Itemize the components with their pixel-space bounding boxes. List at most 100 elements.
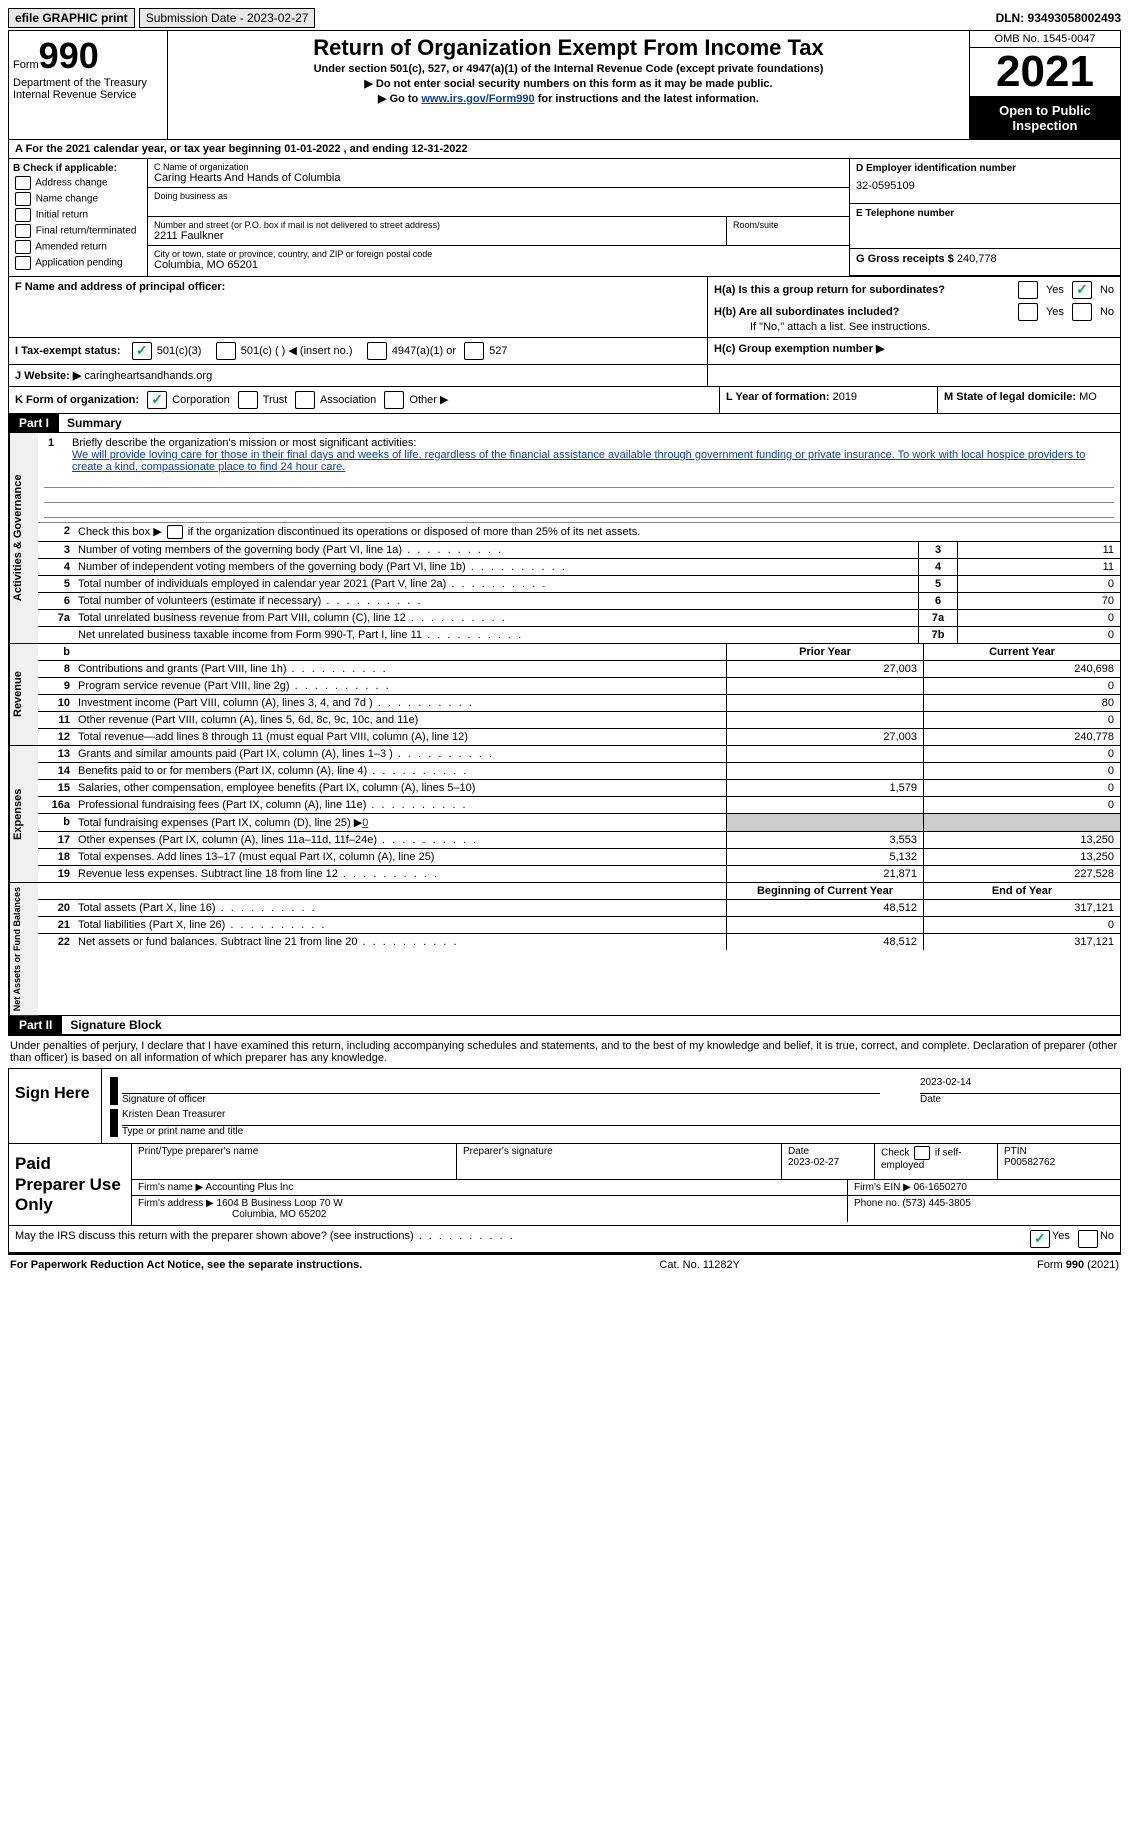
- cat-no: Cat. No. 11282Y: [659, 1259, 740, 1271]
- vtab-revenue: Revenue: [9, 644, 38, 745]
- street-address: 2211 Faulkner: [154, 230, 720, 242]
- website: caringheartsandhands.org: [81, 370, 212, 382]
- line12-py: 27,003: [726, 729, 923, 745]
- paid-preparer-label: Paid Preparer Use Only: [9, 1144, 131, 1225]
- org-name: Caring Hearts And Hands of Columbia: [154, 172, 843, 184]
- line6-desc: Total number of volunteers (estimate if …: [74, 593, 918, 609]
- ha-no[interactable]: [1072, 281, 1092, 299]
- line20-cy: 317,121: [923, 900, 1120, 916]
- sign-here-label: Sign Here: [9, 1069, 102, 1143]
- line13-cy: 0: [923, 746, 1120, 762]
- check-501c3[interactable]: [132, 342, 152, 360]
- check-app-pending[interactable]: [15, 256, 31, 270]
- m-label: M State of legal domicile:: [944, 391, 1076, 403]
- ha-yes[interactable]: [1018, 281, 1038, 299]
- line22-cy: 317,121: [923, 934, 1120, 950]
- hb-yes[interactable]: [1018, 303, 1038, 321]
- sign-date-label: Date: [920, 1094, 1120, 1105]
- check-corp[interactable]: [147, 391, 167, 409]
- officer-sig-label: Signature of officer: [122, 1094, 880, 1105]
- begin-year-hdr: Beginning of Current Year: [726, 883, 923, 899]
- tax-year: 2021: [970, 48, 1120, 97]
- line16b-py: [726, 814, 923, 831]
- line22-desc: Net assets or fund balances. Subtract li…: [74, 934, 726, 950]
- part2-header: Part II Signature Block: [8, 1016, 1121, 1035]
- check-other[interactable]: [384, 391, 404, 409]
- officer-name-label: Type or print name and title: [122, 1126, 1120, 1137]
- ein-value: 32-0595109: [856, 174, 1114, 192]
- check-address-change[interactable]: [15, 176, 31, 190]
- irs-link[interactable]: www.irs.gov/Form990: [421, 93, 534, 105]
- line7b-desc: Net unrelated business taxable income fr…: [74, 627, 918, 643]
- check-527[interactable]: [464, 342, 484, 360]
- hb-label: H(b) Are all subordinates included?: [714, 306, 1010, 318]
- line4-desc: Number of independent voting members of …: [74, 559, 918, 575]
- officer-name: Kristen Dean Treasurer: [122, 1109, 1120, 1126]
- hc-label: H(c) Group exemption number ▶: [714, 343, 884, 355]
- check-name-change[interactable]: [15, 192, 31, 206]
- line15-py: 1,579: [726, 780, 923, 796]
- efile-print-button[interactable]: efile GRAPHIC print: [8, 8, 135, 28]
- check-self-employed[interactable]: [914, 1146, 930, 1160]
- hb-no[interactable]: [1072, 303, 1092, 321]
- vtab-net-assets: Net Assets or Fund Balances: [9, 883, 38, 1015]
- firm-ein: 06-1650270: [914, 1182, 967, 1193]
- line8-cy: 240,698: [923, 661, 1120, 677]
- irs-label: Internal Revenue Service: [13, 89, 163, 101]
- check-501c[interactable]: [216, 342, 236, 360]
- firm-addr1: 1604 B Business Loop 70 W: [217, 1198, 343, 1209]
- line14-cy: 0: [923, 763, 1120, 779]
- line11-desc: Other revenue (Part VIII, column (A), li…: [74, 712, 726, 728]
- check-final-return[interactable]: [15, 224, 31, 238]
- line8-py: 27,003: [726, 661, 923, 677]
- line21-desc: Total liabilities (Part X, line 26): [74, 917, 726, 933]
- check-amended[interactable]: [15, 240, 31, 254]
- dept-treasury: Department of the Treasury: [13, 77, 163, 89]
- firm-addr2: Columbia, MO 65202: [232, 1209, 327, 1220]
- line17-desc: Other expenses (Part IX, column (A), lin…: [74, 832, 726, 848]
- i-label: I Tax-exempt status:: [15, 345, 121, 357]
- signature-block: Sign Here Signature of officer 2023-02-1…: [8, 1068, 1121, 1144]
- room-label: Room/suite: [733, 220, 843, 230]
- line20-desc: Total assets (Part X, line 16): [74, 900, 726, 916]
- l-label: L Year of formation:: [726, 391, 830, 403]
- goto-pre: ▶ Go to: [378, 93, 421, 105]
- discuss-text: May the IRS discuss this return with the…: [15, 1230, 1028, 1248]
- phone-label: E Telephone number: [856, 208, 1114, 219]
- firm-name: Accounting Plus Inc: [205, 1182, 293, 1193]
- goto-post: for instructions and the latest informat…: [535, 93, 759, 105]
- submission-date: Submission Date - 2023-02-27: [139, 8, 316, 28]
- line15-cy: 0: [923, 780, 1120, 796]
- paid-preparer-block: Paid Preparer Use Only Print/Type prepar…: [8, 1144, 1121, 1226]
- check-discontinued[interactable]: [167, 525, 183, 539]
- prior-year-hdr: Prior Year: [726, 644, 923, 660]
- line22-py: 48,512: [726, 934, 923, 950]
- check-assoc[interactable]: [295, 391, 315, 409]
- discuss-no[interactable]: [1078, 1230, 1098, 1248]
- check-4947[interactable]: [367, 342, 387, 360]
- form-header: Form990 Department of the Treasury Inter…: [8, 30, 1121, 140]
- line5-desc: Total number of individuals employed in …: [74, 576, 918, 592]
- line19-cy: 227,528: [923, 866, 1120, 882]
- line4-val: 11: [957, 559, 1120, 575]
- top-bar: efile GRAPHIC print Submission Date - 20…: [8, 8, 1121, 28]
- org-name-label: C Name of organization: [154, 162, 843, 172]
- line21-cy: 0: [923, 917, 1120, 933]
- line2-text: Check this box ▶: [78, 526, 165, 538]
- mission-block: 1 Briefly describe the organization's mi…: [38, 433, 1120, 523]
- vtab-activities: Activities & Governance: [9, 433, 38, 643]
- line12-cy: 240,778: [923, 729, 1120, 745]
- mission-text: We will provide loving care for those in…: [72, 449, 1085, 473]
- dba-label: Doing business as: [154, 191, 843, 201]
- gross-receipts: 240,778: [957, 253, 997, 265]
- line7b-val: 0: [957, 627, 1120, 643]
- discuss-yes[interactable]: [1030, 1230, 1050, 1248]
- check-initial-return[interactable]: [15, 208, 31, 222]
- line19-desc: Revenue less expenses. Subtract line 18 …: [74, 866, 726, 882]
- tax-year-row: A For the 2021 calendar year, or tax yea…: [8, 140, 1121, 159]
- city-label: City or town, state or province, country…: [154, 249, 843, 259]
- line18-py: 5,132: [726, 849, 923, 865]
- check-trust[interactable]: [238, 391, 258, 409]
- line3-val: 11: [957, 542, 1120, 558]
- identity-block: B Check if applicable: Address change Na…: [8, 159, 1121, 277]
